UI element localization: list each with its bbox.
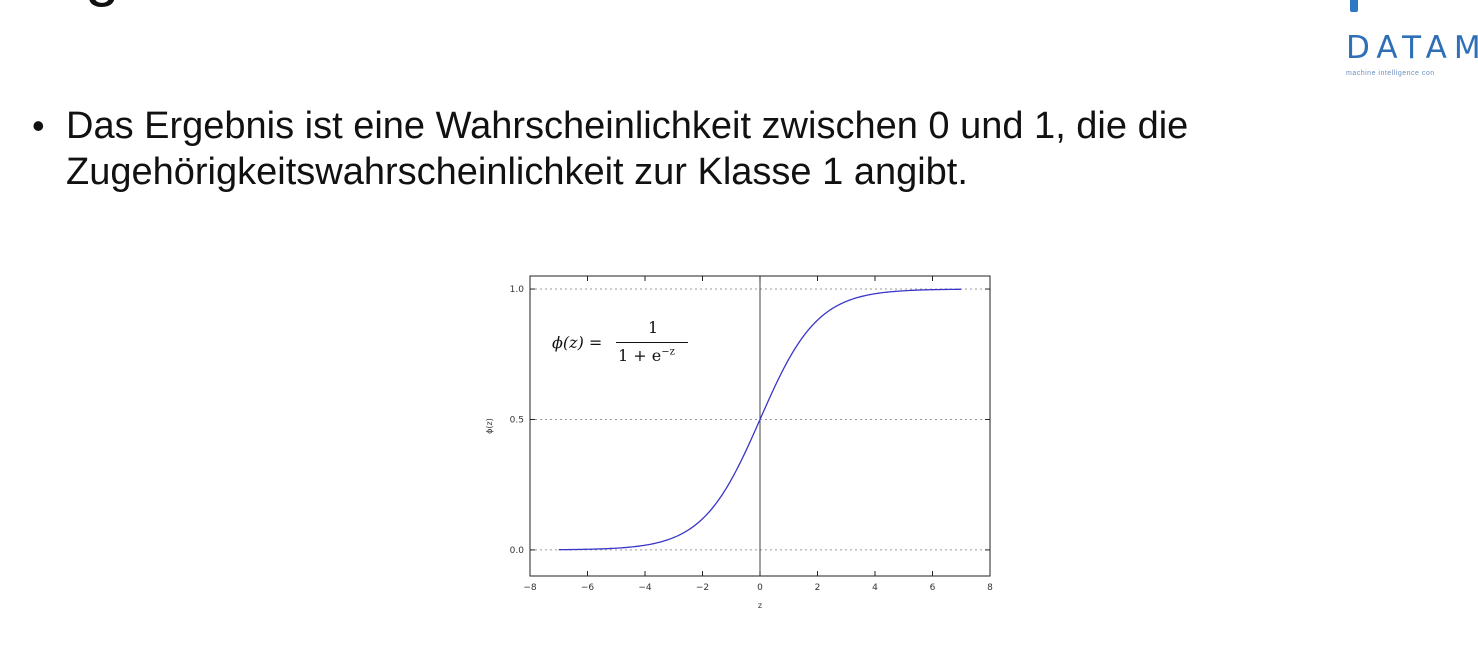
bullet-text: Das Ergebnis ist eine Wahrscheinlichkeit… (66, 105, 1189, 193)
formula-denominator-exponent: −z (661, 346, 675, 358)
datam-logo: DATAM machine intelligence con (1330, 0, 1478, 90)
formula-lhs: ϕ(z) = (552, 333, 603, 352)
sigmoid-chart: 0.0 0.5 1.0 −8 −6 −4 −2 0 2 4 6 8 z ϕ(z) (470, 262, 1010, 622)
bullet-item: • Das Ergebnis ist eine Wahrscheinlichke… (32, 103, 1432, 195)
sigmoid-series-line (558, 288, 962, 551)
formula-numerator: 1 (648, 318, 659, 337)
logo-text: DATAM (1346, 30, 1478, 66)
y-axis-label: ϕ(z) (485, 418, 494, 434)
x-tick-label: −2 (696, 583, 709, 593)
slide-title: Sigmoid-Funktion (30, 0, 512, 10)
x-tick-label: 4 (872, 583, 878, 593)
x-tick-label: 2 (815, 583, 821, 593)
x-tick-label: −4 (638, 583, 652, 593)
x-tick-label: 6 (930, 583, 936, 593)
x-tick-label: −8 (523, 583, 537, 593)
formula-fraction-bar (616, 342, 688, 343)
x-tick-label: 0 (757, 583, 763, 593)
chart-svg: 0.0 0.5 1.0 −8 −6 −4 −2 0 2 4 6 8 z ϕ(z) (485, 275, 993, 610)
bullet-dot-icon: • (32, 105, 45, 146)
formula-denominator: 1 + e−z (618, 346, 675, 365)
x-tick-label: 8 (987, 583, 993, 593)
y-tick-label: 0.0 (510, 546, 525, 556)
y-tick-label: 0.5 (510, 415, 524, 425)
formula-denominator-base: 1 + e (618, 346, 662, 365)
logo-tagline: machine intelligence con (1346, 70, 1435, 77)
logo-mark-icon (1350, 0, 1358, 12)
x-tick-label: −6 (581, 583, 595, 593)
y-tick-label: 1.0 (510, 285, 525, 295)
x-axis-label: z (758, 601, 762, 610)
